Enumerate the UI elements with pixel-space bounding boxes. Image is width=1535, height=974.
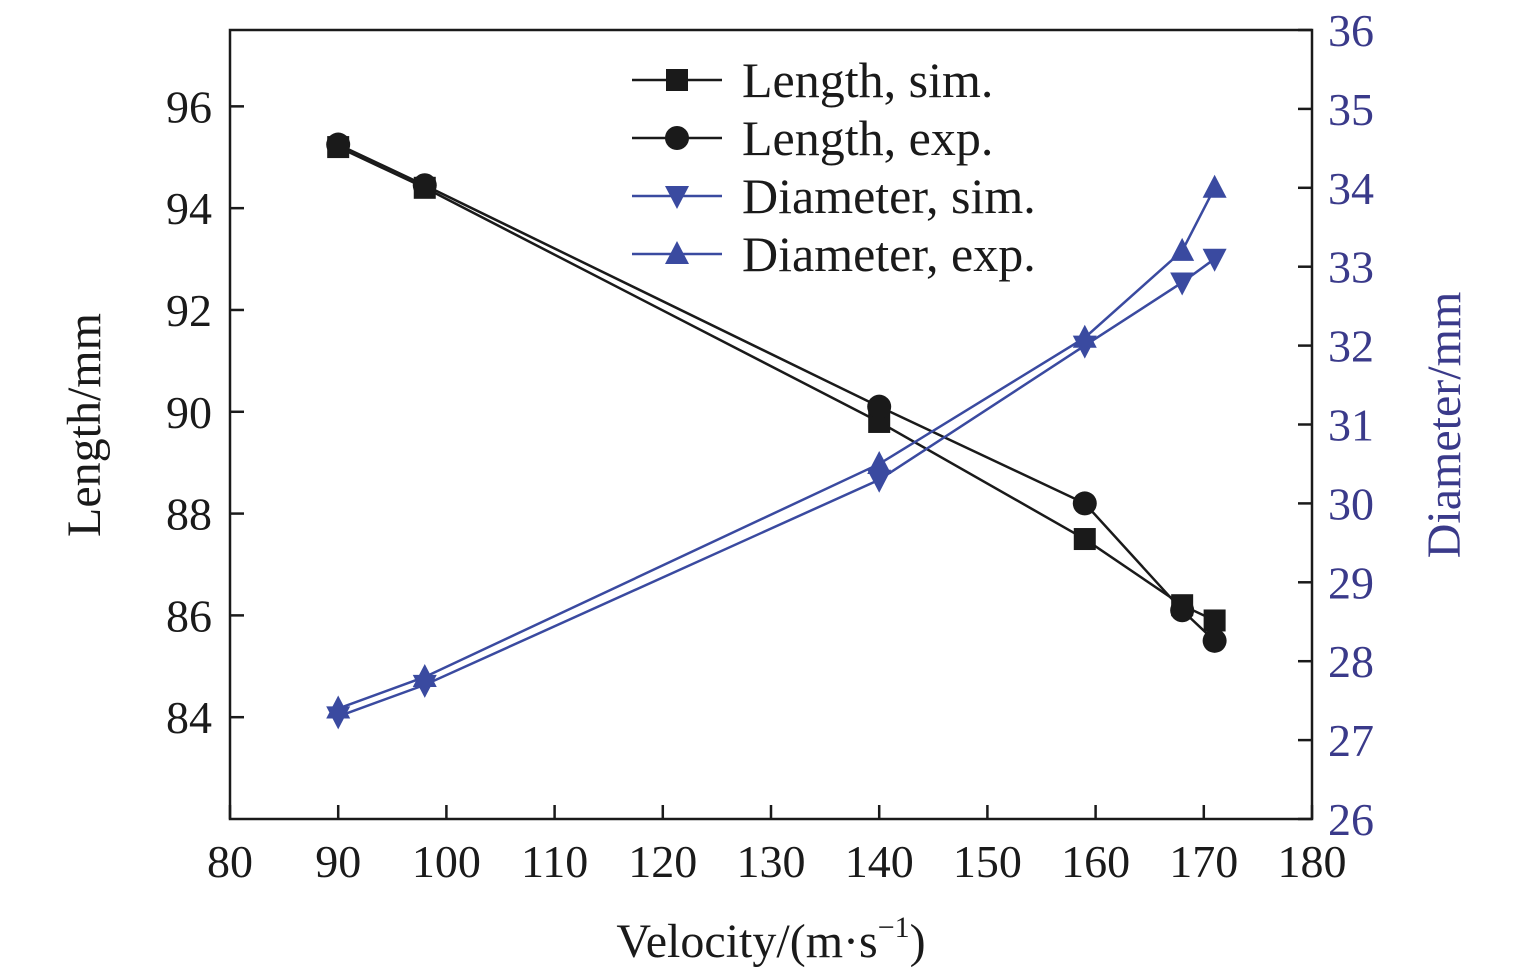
y-left-tick-label: 84 <box>166 692 212 743</box>
x-tick-label: 180 <box>1278 836 1347 887</box>
legend-label: Diameter, sim. <box>742 168 1036 224</box>
series-3-point <box>1170 272 1195 296</box>
y-right-tick-label: 36 <box>1328 5 1374 56</box>
y-right-tick-label: 35 <box>1328 84 1374 135</box>
legend-label: Length, sim. <box>742 52 993 108</box>
series-3-point <box>1202 248 1227 272</box>
y-left-tick-label: 94 <box>166 183 212 234</box>
x-tick-label: 160 <box>1061 836 1130 887</box>
y-right-tick-label: 34 <box>1328 163 1374 214</box>
legend-marker <box>665 126 689 150</box>
series-2-point <box>1072 491 1097 516</box>
series-2-point <box>1170 598 1195 623</box>
tick-layer: 80 90 100 110 120 130 140 150 160 170 180 84 86 88 90 9… <box>166 5 1374 887</box>
legend-marker <box>665 186 689 209</box>
x-tick-label: 90 <box>315 836 361 887</box>
x-tick-label: 110 <box>521 836 588 887</box>
series-layer <box>326 132 1227 730</box>
x-tick-label: 140 <box>845 836 914 887</box>
series-4-point <box>867 450 892 474</box>
y-left-tick-label: 92 <box>166 285 212 336</box>
x-tick-label: 80 <box>207 836 253 887</box>
y-left-tick-label: 86 <box>166 590 212 641</box>
x-axis-title-end: ) <box>910 915 926 968</box>
series-2-point <box>326 132 351 157</box>
y-right-tick-label: 29 <box>1328 557 1374 608</box>
y-right-tick-label: 32 <box>1328 321 1374 372</box>
series-1-point <box>1203 609 1226 632</box>
y-left-tick-label: 88 <box>166 489 212 540</box>
legend-label: Length, exp. <box>742 110 993 166</box>
y-right-tick-label: 31 <box>1328 400 1374 451</box>
y-left-tick-label: 96 <box>166 81 212 132</box>
series-line-3 <box>337 257 1216 718</box>
y-right-tick-label: 27 <box>1328 715 1374 766</box>
plot-frame <box>228 28 1314 821</box>
legend-marker <box>665 241 689 264</box>
legend-marker <box>666 69 688 91</box>
y-right-tick-label: 28 <box>1328 636 1374 687</box>
y-right-tick-label: 33 <box>1328 242 1374 293</box>
series-1-point <box>1073 528 1096 551</box>
series-4-point <box>1072 324 1097 348</box>
y-left-tick-label: 90 <box>166 387 212 438</box>
series-4-point <box>1202 174 1227 198</box>
y-right-tick-label: 26 <box>1328 794 1374 845</box>
y-right-axis-title: Diameter/mm <box>1418 292 1471 559</box>
y-left-axis-title: Length/mm <box>58 313 111 537</box>
series-2-point <box>412 173 437 198</box>
series-4-point <box>1170 237 1195 261</box>
series-3-point <box>867 469 892 493</box>
legend: Length, sim.Length, exp.Diameter, sim.Di… <box>632 52 1036 282</box>
series-2-point <box>1202 628 1227 653</box>
x-axis-title-sup: −1 <box>878 911 910 944</box>
x-tick-label: 100 <box>412 836 481 887</box>
x-tick-label: 170 <box>1169 836 1238 887</box>
series-4-point <box>326 695 351 719</box>
series-line-4 <box>337 187 1216 710</box>
x-tick-label: 150 <box>953 836 1022 887</box>
legend-label: Diameter, exp. <box>742 226 1036 282</box>
x-axis-title: Velocity/(m·s−1) <box>616 911 925 968</box>
x-tick-label: 120 <box>628 836 697 887</box>
y-right-tick-label: 30 <box>1328 478 1374 529</box>
series-4-point <box>412 663 437 687</box>
x-tick-label: 130 <box>737 836 806 887</box>
series-2-point <box>867 394 892 419</box>
x-axis-title-main: Velocity/(m·s <box>616 915 877 968</box>
